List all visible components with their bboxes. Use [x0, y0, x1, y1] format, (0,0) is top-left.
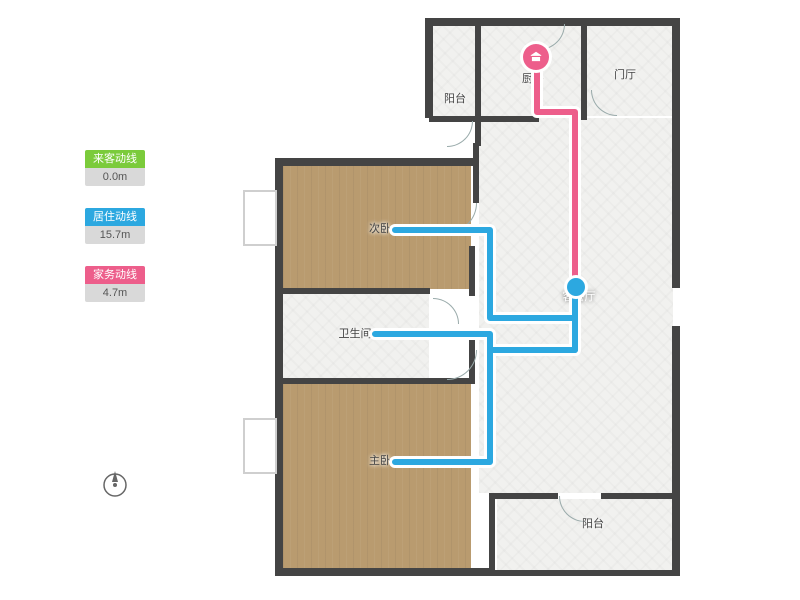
legend-value: 0.0m — [85, 168, 145, 186]
room-label: 阳台 — [444, 90, 466, 106]
wall — [275, 288, 430, 294]
compass-icon — [100, 470, 130, 500]
room-阳台2 — [497, 499, 673, 570]
wall — [672, 18, 680, 288]
room-主卧 — [283, 384, 471, 569]
wall — [601, 493, 680, 499]
floorplan: 阳台厨房门厅客餐厅次卧卫生间主卧阳台 — [275, 18, 680, 580]
legend-value: 4.7m — [85, 284, 145, 302]
door-arc — [447, 203, 477, 233]
wall — [469, 116, 539, 122]
wall — [493, 570, 680, 576]
legend-item-living: 居住动线 15.7m — [85, 208, 145, 244]
wall — [493, 493, 558, 499]
legend-label: 来客动线 — [85, 150, 145, 168]
wall — [275, 158, 475, 166]
wall — [275, 568, 495, 576]
legend-label: 家务动线 — [85, 266, 145, 284]
room-label: 门厅 — [614, 66, 636, 82]
room-label: 主卧 — [369, 452, 391, 468]
wall — [425, 18, 433, 118]
room-label: 卫生间 — [339, 325, 372, 341]
living-pin-icon — [567, 278, 585, 296]
wall — [275, 378, 475, 384]
kitchen-pin-icon — [523, 44, 549, 70]
window-frame — [243, 418, 277, 474]
wall — [672, 326, 680, 576]
legend: 来客动线 0.0m 居住动线 15.7m 家务动线 4.7m — [85, 150, 145, 302]
legend-item-chores: 家务动线 4.7m — [85, 266, 145, 302]
window-frame — [243, 190, 277, 246]
wall — [475, 26, 481, 146]
wall — [489, 493, 495, 575]
legend-value: 15.7m — [85, 226, 145, 244]
room-客餐厅 — [479, 118, 673, 493]
door-arc — [433, 298, 459, 324]
door-arc — [447, 121, 473, 147]
wall — [473, 143, 479, 203]
room-label: 阳台 — [582, 515, 604, 531]
legend-label: 居住动线 — [85, 208, 145, 226]
wall — [581, 26, 587, 120]
wall — [469, 246, 475, 296]
room-label: 次卧 — [369, 220, 391, 236]
legend-item-guest: 来客动线 0.0m — [85, 150, 145, 186]
